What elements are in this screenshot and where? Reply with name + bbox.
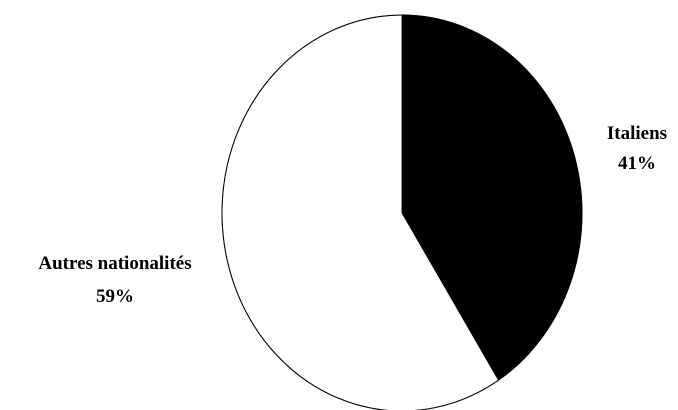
slice-label-italiens: Italiens xyxy=(607,123,667,144)
pie-outline xyxy=(221,14,583,410)
slice-label-autres-nationalites: Autres nationalités xyxy=(38,253,191,274)
pie-slices xyxy=(221,14,583,410)
slice-value-autres-nationalites: 59% xyxy=(96,286,134,307)
slice-value-italiens: 41% xyxy=(618,153,656,174)
